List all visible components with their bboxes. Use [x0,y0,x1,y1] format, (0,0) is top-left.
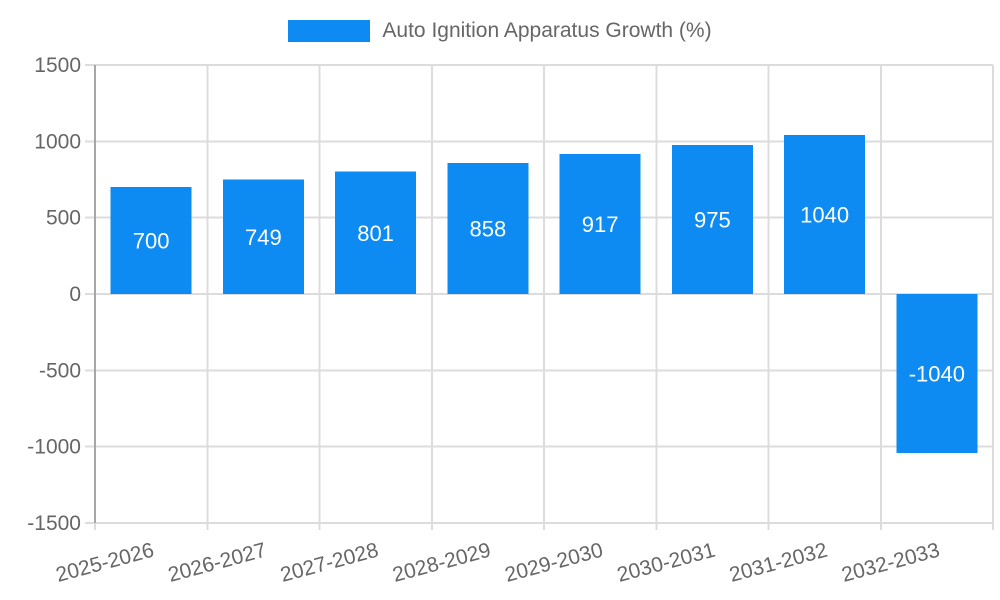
bar[interactable] [110,187,192,294]
bar[interactable] [222,179,304,294]
x-tick-label: 2028-2029 [390,539,493,587]
bar-value-label: 975 [694,208,731,233]
bar-value-label: 801 [357,221,394,246]
bar[interactable] [447,163,529,294]
x-tick-label: 2031-2032 [727,539,830,587]
y-tick-label: -500 [39,359,81,382]
y-tick-label: -1500 [27,512,81,535]
bar-value-label: -1040 [909,361,965,386]
bar[interactable] [559,154,641,294]
bar-value-label: 700 [133,229,170,254]
bar[interactable] [335,171,417,294]
y-tick-label: -1000 [27,436,81,459]
chart-legend[interactable]: Auto Ignition Apparatus Growth (%) [0,18,1000,44]
x-tick-label: 2032-2033 [839,539,942,587]
y-tick-label: 500 [46,207,81,230]
y-tick-label: 0 [69,283,81,306]
y-tick-label: 1500 [34,54,81,77]
bar-value-label: 858 [470,217,507,242]
x-tick-label: 2025-2026 [53,539,156,587]
x-tick-label: 2026-2027 [166,539,269,587]
bar[interactable] [671,145,753,294]
x-tick-label: 2029-2030 [502,539,605,587]
bar[interactable] [784,135,866,294]
legend-swatch [288,20,371,42]
x-tick-label: 2030-2031 [615,539,718,587]
bar-value-label: 917 [582,212,619,237]
x-tick-label: 2027-2028 [278,539,381,587]
bar-value-label: 1040 [800,203,849,228]
legend-label: Auto Ignition Apparatus Growth (%) [382,19,712,42]
bar[interactable] [896,294,978,453]
y-tick-label: 1000 [34,130,81,153]
bar-value-label: 749 [245,225,282,250]
